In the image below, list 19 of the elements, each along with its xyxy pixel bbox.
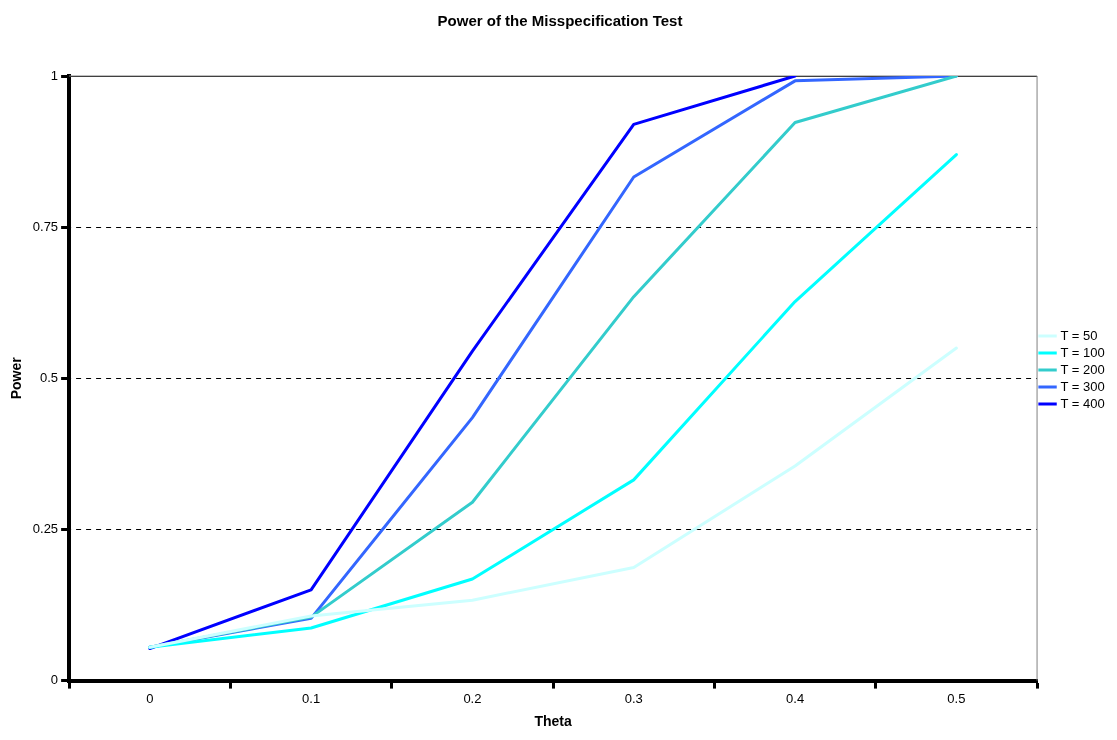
legend-label: T = 400 (1060, 395, 1105, 411)
y-tick-label: 0 (50, 672, 59, 688)
legend-label: T = 300 (1060, 378, 1105, 394)
x-tick-label: 0.3 (624, 690, 643, 706)
x-tick-label: 0.2 (463, 690, 482, 706)
x-tick-label: 0 (146, 690, 154, 706)
x-tick-label: 0.1 (302, 690, 321, 706)
y-axis-title: Power (8, 356, 25, 400)
x-tick-label: 0.4 (786, 690, 805, 706)
y-tick-label: 0.5 (40, 369, 59, 385)
y-tick-label: 0.75 (32, 218, 59, 234)
y-tick-label: 1 (50, 67, 59, 83)
chart-title: Power of the Misspecification Test (437, 12, 683, 30)
x-axis-title: Theta (534, 713, 572, 730)
legend-label: T = 50 (1060, 327, 1098, 343)
legend-label: T = 200 (1060, 361, 1105, 377)
y-tick-label: 0.25 (32, 521, 59, 537)
legend-label: T = 100 (1060, 344, 1105, 360)
x-tick-label: 0.5 (947, 690, 966, 706)
